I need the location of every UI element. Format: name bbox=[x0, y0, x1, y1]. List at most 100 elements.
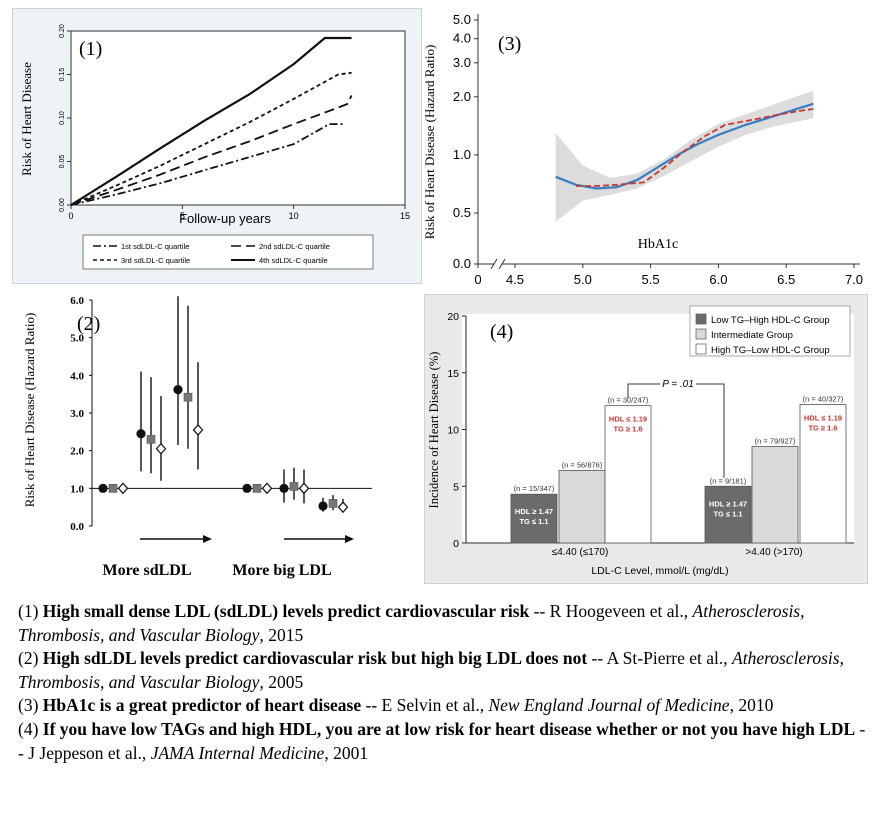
chart-4-annotation-bg bbox=[660, 377, 696, 390]
chart-2-point bbox=[298, 482, 310, 495]
chart-4-category-label: >4.40 (>170) bbox=[745, 547, 802, 558]
chart-3-y-tick-label: 2.0 bbox=[453, 89, 471, 104]
chart-4-y-tick-label: 0 bbox=[453, 538, 459, 550]
chart-2-arrow-head bbox=[345, 535, 354, 543]
chart-2-point bbox=[261, 482, 273, 495]
chart-4-legend bbox=[689, 305, 851, 357]
chart-4-legend-swatch bbox=[695, 343, 707, 355]
chart-4-bar-count: (n = 79/927) bbox=[755, 437, 796, 446]
chart-2-point bbox=[136, 429, 146, 439]
chart-1-plot-area bbox=[70, 30, 406, 206]
chart-3-series-line bbox=[576, 108, 814, 187]
chart-3-y-tick-label: 3.0 bbox=[453, 55, 471, 70]
chart-2-y-tick-label: 5.0 bbox=[70, 333, 84, 345]
chart-3-x-tick-label: 4.5 bbox=[506, 272, 524, 287]
chart-4-bar-inner-label: HDL ≥ 1.47 bbox=[709, 499, 747, 508]
chart-1-y-tick-label: 0.20 bbox=[59, 24, 66, 38]
chart-panel-4: 0 5 10 15 20 Incidence of Heart Disease (%) (4… bbox=[424, 294, 868, 584]
chart-3-x-tick-label: 6.0 bbox=[709, 272, 727, 287]
chart-panel-3: (3) 0.0 0.5 1.0 2.0 3.0 4.0 5.0 0 4.5 5.0 5.5 6.0 6.5… bbox=[422, 8, 868, 290]
chart-4-legend-label: High TG–Low HDL-C Group bbox=[711, 345, 830, 356]
chart-4-bar bbox=[604, 405, 652, 544]
chart-4-y-tick-label: 20 bbox=[447, 311, 459, 323]
chart-3-x-tick-label: 0 bbox=[474, 272, 481, 287]
chart-1-legend-label: 1st sdLDL-C quartile bbox=[121, 242, 189, 251]
chart-2-arrow-head bbox=[203, 535, 212, 543]
chart-1-legend-label: 3rd sdLDL-C quartile bbox=[121, 256, 190, 265]
chart-4-y-tick-label: 5 bbox=[453, 481, 459, 493]
chart-4-svg: 0 5 10 15 20 Incidence of Heart Disease (%) (4… bbox=[424, 294, 868, 584]
chart-2-point bbox=[289, 482, 299, 491]
chart-1-series-line bbox=[70, 94, 353, 206]
chart-panel-2: 0.0 1.0 2.0 3.0 4.0 5.0 6.0 (2) Risk of Heart Di… bbox=[12, 288, 412, 588]
chart-2-svg: 0.0 1.0 2.0 3.0 4.0 5.0 6.0 (2) Risk of Heart Di… bbox=[22, 295, 372, 579]
chart-3-x-tick-label: 5.5 bbox=[642, 272, 660, 287]
chart-4-bar-count: (n = 9/181) bbox=[710, 476, 747, 485]
chart-4-bar-inner-label: TG ≥ 1.6 bbox=[808, 424, 837, 433]
chart-2-point bbox=[328, 499, 338, 508]
chart-1-legend-label: 2nd sdLDL-C quartile bbox=[259, 242, 330, 251]
chart-3-axis-break bbox=[498, 258, 506, 270]
chart-4-bar bbox=[558, 469, 606, 544]
chart-4-y-tick-label: 15 bbox=[447, 368, 459, 380]
chart-4-bar-count: (n = 30/247) bbox=[608, 396, 649, 405]
chart-1-x-tick-label: 0 bbox=[68, 211, 73, 221]
chart-1-y-tick-label: 0.10 bbox=[59, 111, 66, 125]
chart-2-y-tick-label: 0.0 bbox=[70, 521, 84, 533]
chart-4-y-tick-label: 10 bbox=[447, 425, 459, 437]
chart-4-bar bbox=[704, 485, 752, 544]
chart-2-group-label: More big LDL bbox=[232, 562, 331, 579]
chart-2-point bbox=[279, 483, 289, 493]
chart-2-point bbox=[252, 484, 262, 493]
chart-4-bar-count: (n = 40/327) bbox=[803, 395, 844, 404]
chart-2-point bbox=[183, 392, 193, 402]
chart-1-y-tick-label: 0.05 bbox=[59, 155, 66, 169]
chart-4-bar-count: (n = 56/876) bbox=[562, 460, 603, 469]
chart-3-y-axis-label: Risk of Heart Disease (Hazard Ratio) bbox=[422, 45, 437, 240]
chart-2-y-tick-label: 3.0 bbox=[70, 408, 84, 420]
chart-2-point bbox=[108, 484, 118, 493]
chart-4-bar-count: (n = 15/347) bbox=[514, 484, 555, 493]
chart-3-x-tick-label: 7.0 bbox=[845, 272, 863, 287]
chart-2-y-tick-label: 1.0 bbox=[70, 483, 84, 495]
chart-3-series-line bbox=[555, 102, 814, 190]
chart-4-legend-swatch bbox=[695, 328, 707, 340]
chart-4-legend-label: Low TG–High HDL-C Group bbox=[711, 315, 830, 326]
chart-2-point bbox=[192, 424, 204, 436]
chart-1-x-tick-label: 5 bbox=[180, 211, 185, 221]
caption-3: (3) HbA1c is a great predictor of heart … bbox=[18, 695, 774, 716]
chart-1-series-line bbox=[70, 71, 352, 206]
chart-2-point bbox=[337, 501, 349, 514]
captions: (1) High small dense LDL (sdLDL) levels … bbox=[18, 600, 868, 765]
chart-2-point bbox=[146, 435, 156, 444]
chart-3-y-tick-label: 1.0 bbox=[453, 147, 471, 162]
chart-2-y-axis-label: Risk of Heart Disease (Hazard Ratio) bbox=[22, 313, 37, 508]
chart-2-point bbox=[173, 385, 183, 395]
chart-4-panel-label: (4) bbox=[490, 321, 513, 343]
chart-2-point bbox=[155, 442, 167, 455]
chart-4-bar-inner-label: HDL ≤ 1.19 bbox=[804, 414, 842, 423]
chart-panel-1: (1) 0 5 10 15 0.00 0.05 0.10 0.15 0.20 Follow-up y… bbox=[12, 8, 422, 284]
chart-4-bar bbox=[799, 404, 847, 544]
chart-2-point bbox=[318, 501, 328, 511]
chart-4-bar bbox=[751, 446, 799, 544]
chart-4-category-label: ≤4.40 (≤170) bbox=[552, 547, 609, 558]
chart-1-legend-label: 4th sdLDL-C quartile bbox=[259, 256, 328, 265]
chart-4-bar bbox=[510, 493, 558, 544]
chart-1-panel-label: (1) bbox=[79, 38, 102, 60]
chart-3-x-tick-label: 5.0 bbox=[574, 272, 592, 287]
caption-2: (2) High sdLDL levels predict cardiovasc… bbox=[18, 648, 844, 692]
chart-2-y-tick-label: 4.0 bbox=[70, 370, 84, 382]
chart-3-svg: (3) 0.0 0.5 1.0 2.0 3.0 4.0 5.0 0 4.5 5.0 5.5 6.0 6.5… bbox=[422, 12, 863, 287]
chart-3-y-tick-label: 0.5 bbox=[453, 205, 471, 220]
chart-4-bar-inner-label: HDL ≥ 1.47 bbox=[515, 507, 553, 516]
chart-1-y-axis-label: Risk of Heart Disease bbox=[19, 62, 34, 176]
chart-3-y-tick-label: 4.0 bbox=[453, 31, 471, 46]
chart-1-series-line bbox=[70, 36, 352, 206]
chart-4-bar-inner-label: TG ≥ 1.6 bbox=[613, 425, 642, 434]
chart-1-x-tick-label: 15 bbox=[400, 211, 410, 221]
chart-2-point bbox=[117, 482, 129, 495]
chart-3-confidence-band bbox=[555, 90, 814, 222]
chart-2-panel-label: (2) bbox=[77, 313, 100, 335]
chart-3-axis-break bbox=[490, 258, 498, 270]
